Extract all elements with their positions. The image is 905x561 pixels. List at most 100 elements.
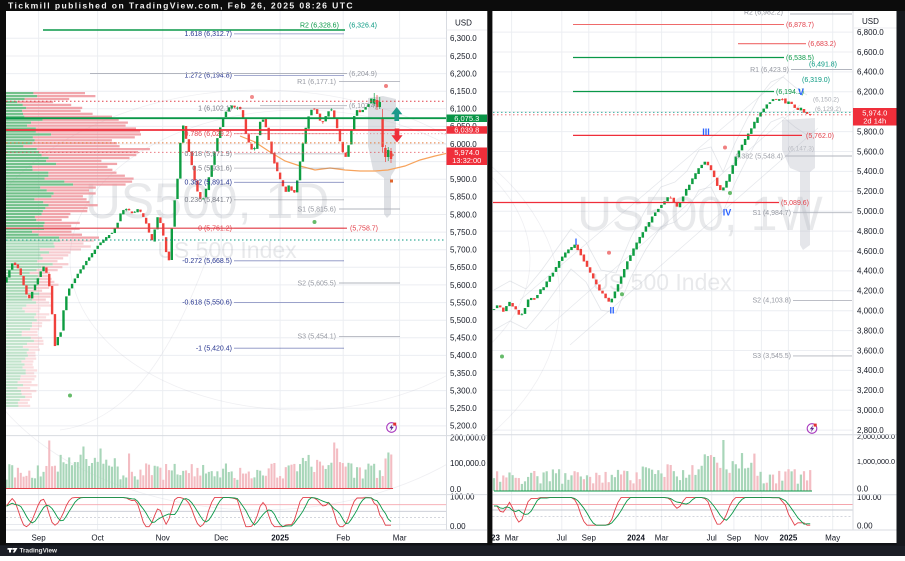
- svg-text:6,300.0: 6,300.0: [450, 34, 477, 43]
- svg-text:5,550.0: 5,550.0: [450, 298, 477, 307]
- svg-text:R1 (6,177.1): R1 (6,177.1): [297, 79, 336, 86]
- svg-text:Sep: Sep: [727, 534, 742, 543]
- svg-text:Feb: Feb: [336, 534, 350, 543]
- svg-text:5,750.0: 5,750.0: [450, 228, 477, 237]
- svg-text:6,600.0: 6,600.0: [857, 48, 884, 57]
- svg-text:USD: USD: [862, 17, 879, 26]
- svg-text:5,450.0: 5,450.0: [450, 334, 477, 343]
- svg-text:(6,878.7): (6,878.7): [786, 22, 814, 29]
- svg-text:100.00: 100.00: [857, 493, 882, 502]
- svg-text:0.382 (5,548.4): 0.382 (5,548.4): [736, 153, 783, 160]
- svg-text:6,100.0: 6,100.0: [450, 105, 477, 114]
- svg-text:0.5 (5,931.6): 0.5 (5,931.6): [192, 165, 232, 172]
- svg-text:3,200.0: 3,200.0: [857, 386, 884, 395]
- svg-text:5,600.0: 5,600.0: [450, 281, 477, 290]
- svg-text:III: III: [702, 127, 710, 137]
- svg-text:(6,683.2): (6,683.2): [808, 41, 836, 48]
- svg-text:Dec: Dec: [214, 534, 228, 543]
- svg-text:6,200.0: 6,200.0: [450, 69, 477, 78]
- svg-text:US 500 Index: US 500 Index: [592, 269, 732, 295]
- svg-text:6,075.3: 6,075.3: [454, 114, 479, 123]
- svg-text:5,800.0: 5,800.0: [450, 210, 477, 219]
- svg-text:6,200.0: 6,200.0: [857, 88, 884, 97]
- svg-text:5,400.0: 5,400.0: [450, 351, 477, 360]
- svg-text:2d 14h: 2d 14h: [863, 116, 886, 125]
- svg-text:Nov: Nov: [156, 534, 170, 543]
- svg-text:Mar: Mar: [393, 534, 407, 543]
- svg-text:Mar: Mar: [505, 534, 519, 543]
- svg-text:-1 (5,420.4): -1 (5,420.4): [196, 346, 232, 353]
- svg-text:II: II: [609, 306, 614, 316]
- svg-text:USD: USD: [455, 19, 472, 28]
- svg-text:4,400.0: 4,400.0: [857, 267, 884, 276]
- svg-text:5,500.0: 5,500.0: [450, 316, 477, 325]
- svg-text:5,300.0: 5,300.0: [450, 386, 477, 395]
- svg-text:(6,204.9): (6,204.9): [349, 71, 377, 78]
- svg-text:(6,319.0): (6,319.0): [802, 77, 830, 84]
- svg-text:3,800.0: 3,800.0: [857, 326, 884, 335]
- svg-text:S3 (5,454.1): S3 (5,454.1): [297, 334, 336, 341]
- svg-text:2024: 2024: [627, 534, 645, 543]
- svg-text:(6,147.3): (6,147.3): [788, 146, 814, 153]
- svg-text:Nov: Nov: [754, 534, 768, 543]
- svg-text:Jul: Jul: [707, 534, 717, 543]
- svg-text:(6,107.4): (6,107.4): [349, 103, 377, 110]
- svg-text:(5,758.7): (5,758.7): [350, 225, 378, 232]
- svg-text:1.618 (6,312.7): 1.618 (6,312.7): [185, 31, 232, 38]
- svg-text:S1 (5,815.6): S1 (5,815.6): [297, 206, 336, 213]
- svg-text:4,000.0: 4,000.0: [857, 307, 884, 316]
- svg-text:0.00: 0.00: [857, 521, 873, 530]
- svg-text:S1 (4,984.7): S1 (4,984.7): [752, 210, 791, 217]
- svg-text:S2 (4,103.8): S2 (4,103.8): [752, 298, 791, 305]
- svg-text:2,000,000.0: 2,000,000.0: [857, 432, 895, 441]
- svg-text:(5,762.0): (5,762.0): [806, 133, 834, 140]
- svg-text:5,000.0: 5,000.0: [857, 207, 884, 216]
- svg-text:-0.272 (5,668.5): -0.272 (5,668.5): [182, 258, 232, 265]
- svg-text:0.236 (5,841.7): 0.236 (5,841.7): [185, 197, 232, 204]
- svg-text:-0.618 (5,550.6): -0.618 (5,550.6): [182, 300, 232, 307]
- svg-text:5,200.0: 5,200.0: [450, 422, 477, 431]
- svg-text:S2 (5,605.5): S2 (5,605.5): [297, 280, 336, 287]
- svg-text:5,800.0: 5,800.0: [857, 127, 884, 136]
- svg-text:Jul: Jul: [557, 534, 567, 543]
- svg-text:5,900.0: 5,900.0: [450, 175, 477, 184]
- svg-text:6,150.0: 6,150.0: [450, 87, 477, 96]
- svg-text:0.382 (5,891.4): 0.382 (5,891.4): [185, 180, 232, 187]
- svg-text:0 (5,761.2): 0 (5,761.2): [198, 225, 232, 232]
- svg-text:(6,150.2): (6,150.2): [813, 97, 839, 104]
- svg-text:0.618 (5,971.9): 0.618 (5,971.9): [185, 151, 232, 158]
- svg-text:R1 (6,423.9): R1 (6,423.9): [750, 67, 789, 74]
- svg-text:R2 (6,328.6): R2 (6,328.6): [300, 23, 339, 30]
- svg-text:0.786 (6,029.2): 0.786 (6,029.2): [185, 131, 232, 138]
- svg-text:6,400.0: 6,400.0: [857, 68, 884, 77]
- svg-text:(6,326.4): (6,326.4): [349, 23, 377, 30]
- svg-text:5,850.0: 5,850.0: [450, 193, 477, 202]
- svg-text:3,600.0: 3,600.0: [857, 346, 884, 355]
- svg-text:5,350.0: 5,350.0: [450, 369, 477, 378]
- svg-text:(5,089.6): (5,089.6): [781, 200, 809, 207]
- svg-text:100,000.0: 100,000.0: [450, 459, 486, 468]
- svg-text:V: V: [798, 87, 804, 97]
- svg-text:5,700.0: 5,700.0: [450, 246, 477, 255]
- svg-text:(6,491.8): (6,491.8): [809, 61, 837, 68]
- svg-text:Mar: Mar: [655, 534, 669, 543]
- svg-text:4,200.0: 4,200.0: [857, 287, 884, 296]
- svg-text:Tickmill published on TradingV: Tickmill published on TradingView.com, F…: [8, 0, 354, 10]
- svg-text:3,000.0: 3,000.0: [857, 406, 884, 415]
- svg-text:I: I: [575, 237, 578, 247]
- svg-text:1 (6,102.1): 1 (6,102.1): [198, 105, 232, 112]
- svg-text:5,250.0: 5,250.0: [450, 404, 477, 413]
- svg-text:6,039.8: 6,039.8: [454, 126, 479, 135]
- svg-text:3,400.0: 3,400.0: [857, 366, 884, 375]
- svg-text:Oct: Oct: [91, 534, 104, 543]
- svg-text:Sep: Sep: [31, 534, 46, 543]
- svg-text:100.00: 100.00: [450, 493, 475, 502]
- svg-text:6,250.0: 6,250.0: [450, 52, 477, 61]
- svg-text:S3 (3,545.5): S3 (3,545.5): [752, 353, 791, 360]
- svg-text:May: May: [825, 534, 840, 543]
- svg-text:4,800.0: 4,800.0: [857, 227, 884, 236]
- svg-text:23: 23: [491, 534, 500, 543]
- svg-text:5,400.0: 5,400.0: [857, 167, 884, 176]
- svg-text:4,600.0: 4,600.0: [857, 247, 884, 256]
- svg-text:5,200.0: 5,200.0: [857, 187, 884, 196]
